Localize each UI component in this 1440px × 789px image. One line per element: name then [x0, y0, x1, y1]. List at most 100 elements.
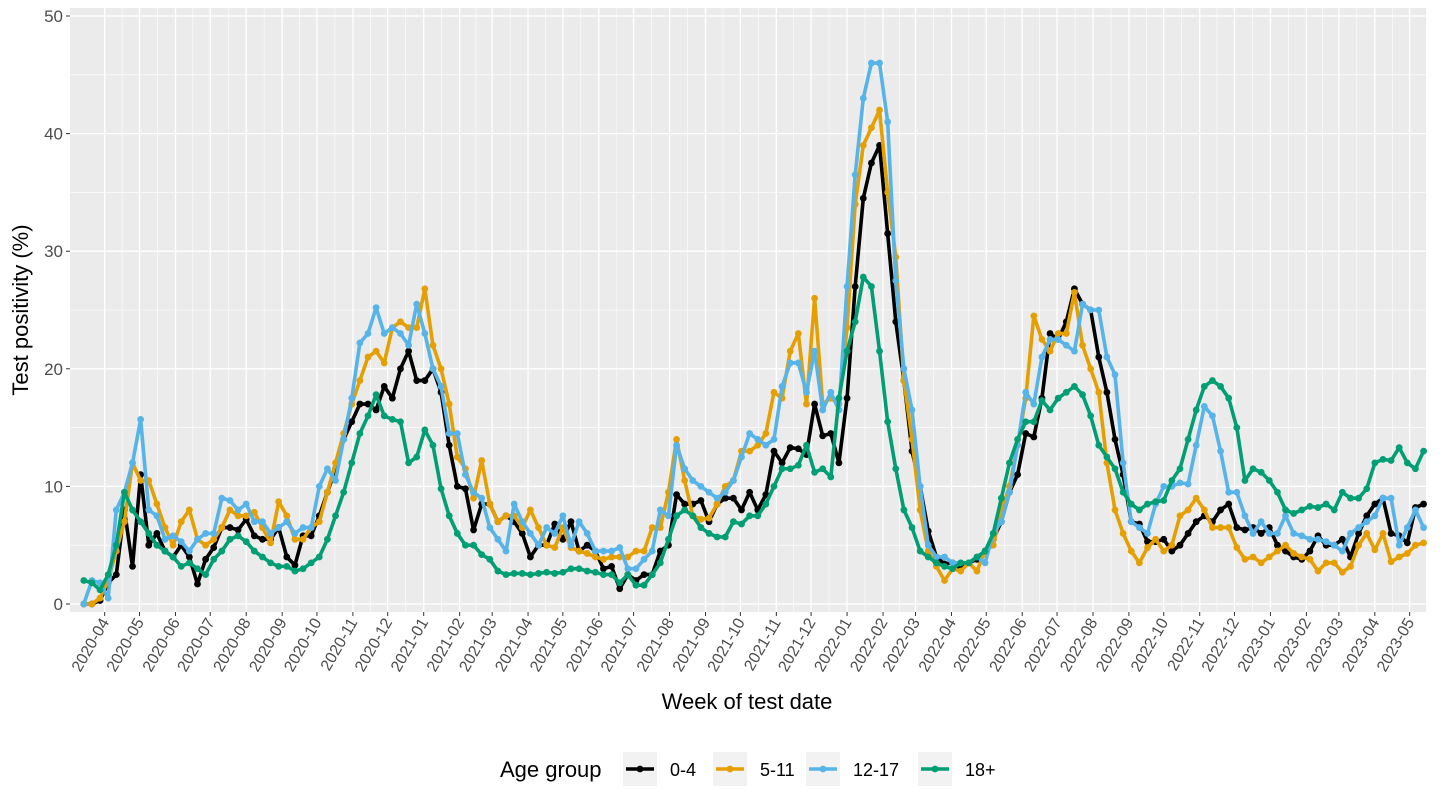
- data-point: [429, 441, 437, 449]
- data-point: [494, 535, 502, 543]
- data-point: [526, 530, 534, 537]
- data-point: [803, 441, 810, 449]
- data-point: [819, 406, 827, 414]
- data-point: [1379, 530, 1387, 537]
- data-point: [218, 524, 226, 531]
- data-point: [754, 441, 762, 449]
- data-point: [1298, 506, 1306, 514]
- data-point: [1209, 524, 1216, 531]
- data-point: [648, 547, 656, 555]
- data-point: [1274, 541, 1281, 549]
- y-tick-label: 30: [44, 242, 63, 261]
- data-point: [981, 547, 989, 555]
- data-point: [421, 377, 429, 384]
- data-point: [973, 553, 981, 561]
- data-point: [746, 430, 754, 437]
- data-point: [470, 494, 477, 502]
- data-point: [1306, 547, 1314, 555]
- data-point: [177, 518, 185, 526]
- data-point: [876, 59, 883, 67]
- data-point: [380, 330, 388, 337]
- data-point: [1135, 506, 1143, 514]
- data-point: [859, 273, 867, 281]
- data-point: [1412, 465, 1419, 473]
- data-point: [299, 535, 307, 543]
- data-point: [234, 512, 242, 520]
- data-point: [1062, 341, 1070, 349]
- data-point: [96, 586, 104, 594]
- data-point: [145, 506, 153, 514]
- data-point: [1087, 412, 1095, 420]
- data-point: [1290, 510, 1298, 517]
- data-point: [153, 500, 161, 508]
- data-point: [900, 506, 908, 514]
- data-point: [372, 304, 380, 312]
- data-point: [819, 432, 827, 440]
- data-point: [1046, 347, 1054, 355]
- y-axis-label: Test positivity (%): [8, 224, 33, 395]
- data-point: [997, 518, 1005, 526]
- data-point: [949, 559, 957, 567]
- data-point: [1314, 535, 1322, 543]
- data-point: [307, 532, 315, 540]
- data-point: [356, 430, 364, 437]
- data-point: [640, 581, 648, 589]
- data-point: [1395, 444, 1403, 451]
- data-point: [786, 465, 794, 473]
- data-point: [502, 512, 510, 520]
- data-point: [916, 547, 924, 555]
- data-point: [1103, 388, 1111, 396]
- data-point: [1233, 524, 1241, 531]
- data-point: [746, 512, 754, 520]
- data-point: [462, 485, 469, 493]
- data-point: [1176, 541, 1184, 549]
- data-point: [1403, 539, 1411, 547]
- legend-label: 12-17: [853, 760, 899, 780]
- data-point: [486, 555, 494, 563]
- data-point: [1290, 550, 1298, 557]
- data-point: [1144, 530, 1151, 537]
- data-point: [616, 585, 624, 593]
- data-point: [234, 532, 242, 540]
- data-point: [778, 383, 786, 390]
- data-point: [811, 468, 818, 476]
- data-point: [453, 453, 461, 461]
- data-point: [129, 506, 136, 514]
- data-point: [705, 514, 713, 522]
- data-point: [868, 159, 875, 167]
- data-point: [194, 565, 201, 573]
- data-point: [632, 547, 640, 555]
- data-point: [786, 347, 794, 355]
- data-point: [632, 581, 640, 589]
- data-point: [283, 518, 291, 526]
- data-point: [1038, 336, 1046, 343]
- data-point: [1054, 394, 1062, 402]
- data-point: [1412, 506, 1419, 514]
- data-point: [194, 535, 201, 543]
- data-point: [356, 339, 364, 347]
- data-point: [729, 477, 737, 484]
- data-point: [567, 565, 575, 573]
- data-point: [591, 547, 599, 555]
- data-point: [559, 568, 567, 576]
- legend: Age group 0-4 5-11 12-17 18+: [500, 752, 996, 786]
- data-point: [275, 524, 283, 531]
- data-point: [453, 430, 461, 437]
- data-point: [648, 571, 656, 579]
- data-point: [827, 473, 835, 481]
- data-point: [388, 415, 396, 423]
- data-point: [1233, 544, 1241, 551]
- data-point: [705, 488, 713, 496]
- data-point: [1192, 441, 1200, 449]
- data-point: [1071, 383, 1078, 390]
- data-point: [859, 194, 867, 202]
- data-point: [1192, 494, 1200, 502]
- data-point: [470, 541, 477, 549]
- data-point: [1119, 459, 1127, 467]
- data-point: [470, 526, 477, 534]
- data-point: [413, 324, 421, 332]
- data-point: [778, 465, 786, 473]
- data-point: [291, 561, 299, 569]
- data-point: [713, 500, 721, 508]
- data-point: [1184, 435, 1192, 443]
